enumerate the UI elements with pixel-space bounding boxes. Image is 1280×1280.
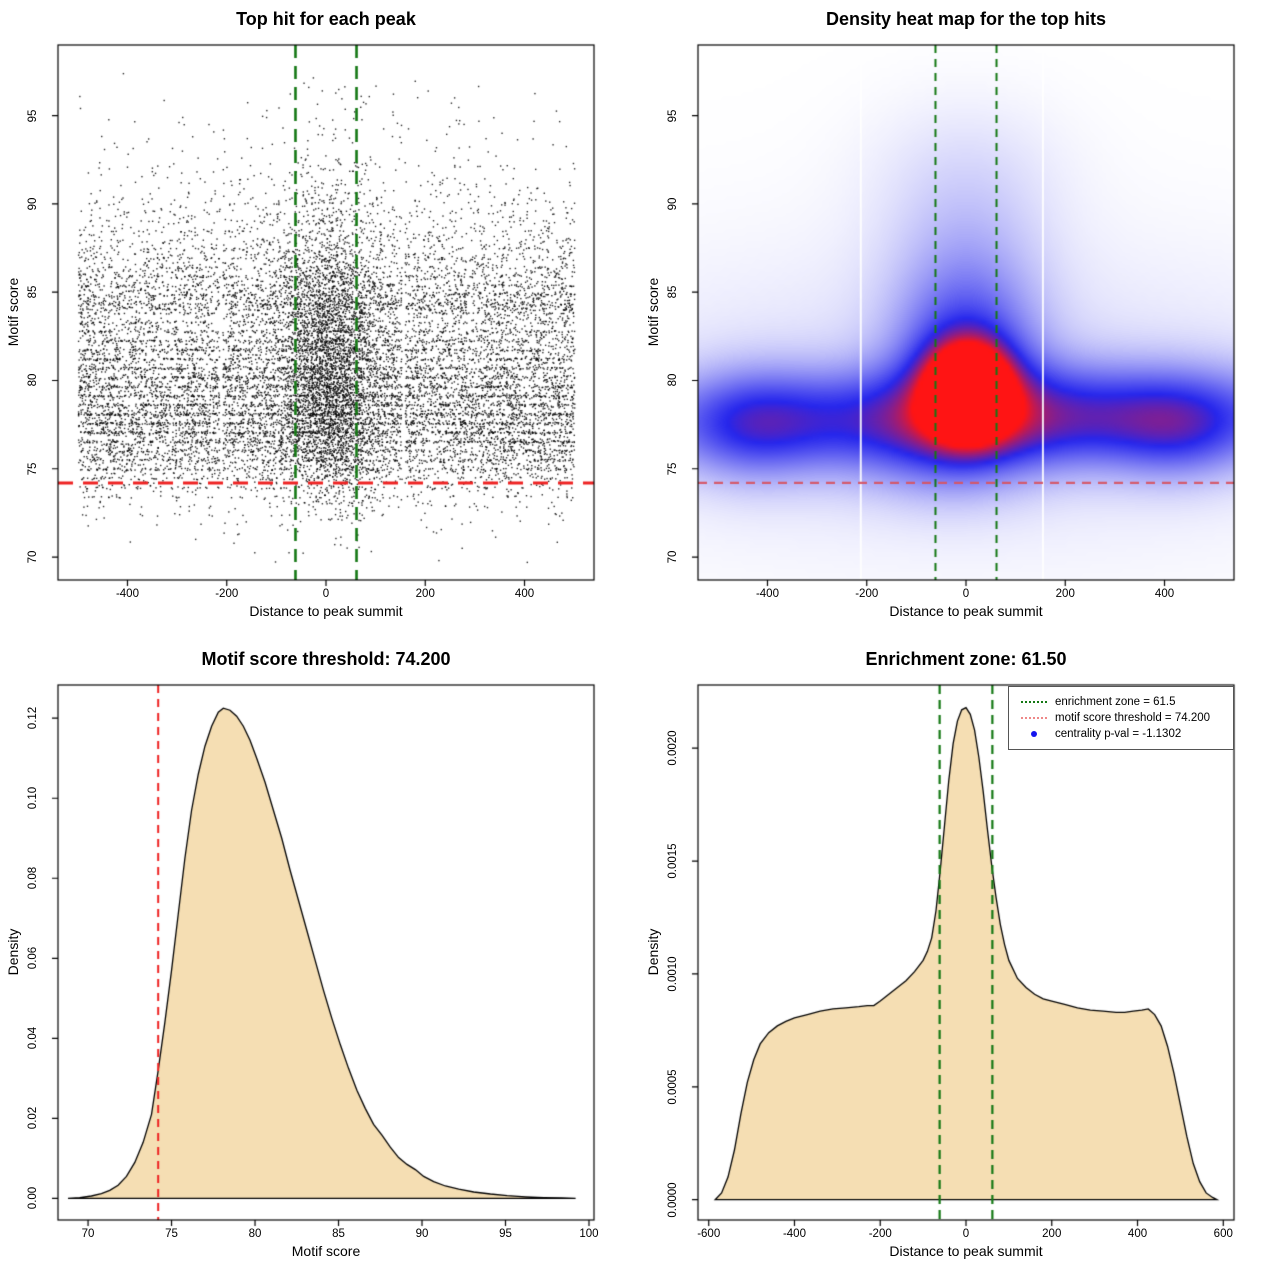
x-axis-label: Motif score — [291, 1243, 361, 1259]
y-tick-label: 95 — [667, 109, 679, 123]
panel-distance-density: Enrichment zone: 61.50 Distance to peak … — [640, 640, 1280, 1280]
legend-swatch-cell — [1019, 701, 1049, 703]
x-tick-label: 200 — [1042, 1228, 1062, 1240]
x-tick-label: 0 — [962, 1228, 970, 1240]
panel-density-heatmap: Density heat map for the top hits Distan… — [640, 0, 1280, 640]
red-dotted-line-icon — [1021, 717, 1047, 719]
y-tick-label: 0.0015 — [667, 843, 679, 879]
x-axis-label: Distance to peak summit — [249, 603, 403, 619]
y-tick-label: 0.0000 — [667, 1182, 679, 1218]
y-tick-label: 0.0005 — [667, 1069, 679, 1105]
panel-title: Density heat map for the top hits — [825, 9, 1107, 29]
panel-title: Top hit for each peak — [236, 9, 416, 29]
green-dotted-line-icon — [1021, 701, 1047, 703]
x-tick-label: -200 — [868, 1228, 892, 1240]
y-tick-label: 85 — [667, 285, 679, 299]
y-tick-label: 0.10 — [27, 787, 39, 810]
y-tick-label: 75 — [27, 462, 39, 476]
legend: enrichment zone = 61.5 motif score thres… — [1008, 686, 1234, 750]
panel-title: Motif score threshold: 74.200 — [201, 649, 451, 669]
y-axis-label: Motif score — [5, 277, 21, 347]
x-tick-label: -200 — [855, 588, 879, 600]
x-tick-label: 75 — [165, 1228, 178, 1240]
motif-density-canvas — [0, 640, 640, 1280]
x-tick-label: -200 — [215, 588, 239, 600]
legend-swatch-cell — [1019, 717, 1049, 719]
y-tick-label: 80 — [667, 374, 679, 387]
x-tick-label: 200 — [415, 588, 435, 600]
x-tick-label: -400 — [782, 1228, 806, 1240]
y-tick-label: 95 — [27, 109, 39, 123]
y-tick-label: 0.06 — [27, 947, 39, 970]
y-tick-label: 0.0010 — [667, 956, 679, 992]
x-tick-label: 70 — [81, 1228, 95, 1240]
x-tick-label: 200 — [1055, 588, 1075, 600]
x-tick-label: 90 — [415, 1228, 429, 1240]
x-tick-label: 85 — [332, 1228, 345, 1240]
x-tick-label: -400 — [755, 588, 779, 600]
x-tick-label: -400 — [115, 588, 139, 600]
x-tick-label: 0 — [962, 588, 970, 600]
x-tick-label: 600 — [1213, 1228, 1233, 1240]
y-axis-label: Density — [5, 928, 21, 976]
scatter-plot-canvas — [0, 0, 640, 640]
x-tick-label: 0 — [322, 588, 330, 600]
blue-dot-icon — [1031, 731, 1037, 737]
y-tick-label: 80 — [27, 374, 39, 387]
y-tick-label: 0.02 — [27, 1107, 39, 1130]
x-tick-label: 400 — [1127, 1228, 1148, 1240]
panel-motif-score-density: Motif score threshold: 74.200 Motif scor… — [0, 640, 640, 1280]
legend-item-centrality-pval: centrality p-val = -1.1302 — [1019, 726, 1233, 742]
legend-label: centrality p-val = -1.1302 — [1055, 728, 1182, 740]
x-tick-label: 100 — [579, 1228, 599, 1240]
y-tick-label: 0.12 — [27, 707, 39, 730]
y-tick-label: 0.04 — [27, 1027, 39, 1050]
panel-title: Enrichment zone: 61.50 — [865, 649, 1067, 669]
x-tick-label: -600 — [697, 1228, 721, 1240]
y-tick-label: 0.0020 — [667, 730, 679, 766]
y-tick-label: 90 — [667, 197, 679, 211]
x-tick-label: 95 — [499, 1228, 512, 1240]
y-tick-label: 0.08 — [27, 867, 39, 890]
y-axis-label: Motif score — [645, 277, 661, 347]
panel-top-hit-scatter: Top hit for each peak Distance to peak s… — [0, 0, 640, 640]
legend-label: enrichment zone = 61.5 — [1055, 696, 1176, 708]
x-axis-label: Distance to peak summit — [889, 603, 1043, 619]
x-tick-label: 80 — [248, 1228, 262, 1240]
y-tick-label: 70 — [667, 550, 679, 564]
y-tick-label: 85 — [27, 285, 39, 299]
y-tick-label: 90 — [27, 197, 39, 211]
x-axis-label: Distance to peak summit — [889, 1243, 1043, 1259]
legend-item-enrichment-zone: enrichment zone = 61.5 — [1019, 694, 1233, 710]
legend-swatch-cell — [1019, 731, 1049, 737]
y-axis-label: Density — [645, 928, 661, 976]
y-tick-label: 75 — [667, 462, 679, 476]
legend-item-motif-threshold: motif score threshold = 74.200 — [1019, 710, 1233, 726]
heatmap-plot-canvas — [640, 0, 1280, 640]
legend-label: motif score threshold = 74.200 — [1055, 712, 1211, 724]
x-tick-label: 400 — [1154, 588, 1175, 600]
y-tick-label: 0.00 — [27, 1187, 39, 1210]
x-tick-label: 400 — [514, 588, 535, 600]
y-tick-label: 70 — [27, 550, 39, 564]
